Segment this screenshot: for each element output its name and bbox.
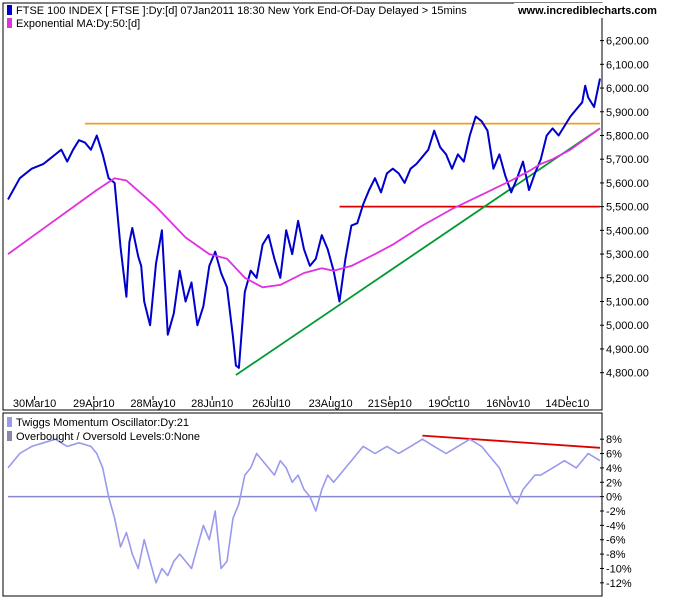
oscillator-plot-area (7, 434, 601, 584)
ema-series-line (7, 127, 601, 289)
site-watermark: www.incrediblecharts.com (517, 5, 657, 17)
oscillator-legend: Twiggs Momentum Oscillator:Dy:21 Overbou… (7, 417, 200, 443)
oscillator-y-tick-label: 4% (606, 463, 622, 475)
price-y-tick-label: 5,700.00 (606, 154, 649, 166)
price-y-tick-label: 5,500.00 (606, 202, 649, 214)
price-y-tick-label: 5,000.00 (606, 320, 649, 332)
price-y-tick-label: 4,800.00 (606, 368, 649, 380)
site-badge-bg (514, 3, 669, 18)
price-y-axis: 4,800.00 4,900.00 5,000.00 5,100.00 5,200.00… (600, 36, 649, 380)
price-x-tick-label: 28May10 (130, 398, 175, 410)
legend-ema-label: Exponential MA:Dy:50:[d] (16, 18, 140, 30)
oscillator-y-tick-label: -6% (606, 535, 626, 547)
oscillator-y-tick-label: -12% (606, 578, 632, 590)
price-x-tick-label: 26Jul10 (252, 398, 291, 410)
legend-swatch-ema (7, 18, 12, 28)
price-legend: FTSE 100 INDEX [ FTSE ]:Dy:[d] 07Jan2011… (7, 5, 467, 30)
price-y-tick-label: 5,200.00 (606, 273, 649, 285)
price-x-tick-label: 19Oct10 (428, 398, 470, 410)
price-y-tick-label: 5,300.00 (606, 249, 649, 261)
divergence-line (422, 434, 601, 449)
price-y-tick-label: 5,100.00 (606, 297, 649, 309)
price-x-tick-label: 21Sep10 (368, 398, 412, 410)
price-y-tick-label: 6,100.00 (606, 59, 649, 71)
oscillator-y-tick-label: -8% (606, 549, 626, 561)
oscillator-y-tick-label: -2% (606, 506, 626, 518)
price-y-tick-label: 6,000.00 (606, 83, 649, 95)
price-x-tick-label: 14Dec10 (545, 398, 589, 410)
oscillator-y-axis: -12% -10% -8% -6% -4% -2% 0% 2% 4% 6% 8% (600, 434, 632, 590)
price-plot-area (7, 78, 601, 376)
legend-swatch-oscillator (7, 417, 12, 427)
oscillator-y-tick-label: 2% (606, 477, 622, 489)
price-x-tick-label: 23Aug10 (309, 398, 353, 410)
legend-swatch-price (7, 5, 12, 15)
price-y-tick-label: 5,900.00 (606, 107, 649, 119)
price-series-line (7, 78, 601, 369)
price-y-tick-label: 4,900.00 (606, 344, 649, 356)
legend-oscillator-label: Twiggs Momentum Oscillator:Dy:21 (16, 417, 189, 429)
price-x-tick-label: 30Mar10 (13, 398, 56, 410)
price-x-tick-label: 28Jun10 (191, 398, 233, 410)
oscillator-y-tick-label: -4% (606, 520, 626, 532)
price-x-tick-label: 29Apr10 (73, 398, 115, 410)
trendline-line (235, 127, 601, 376)
price-x-tick-label: 16Nov10 (486, 398, 530, 410)
oscillator-y-tick-label: -10% (606, 563, 632, 575)
oscillator-y-tick-label: 6% (606, 449, 622, 461)
price-y-tick-label: 5,400.00 (606, 225, 649, 237)
legend-swatch-levels (7, 431, 12, 441)
price-y-tick-label: 5,800.00 (606, 130, 649, 142)
oscillator-series-line (7, 438, 601, 584)
oscillator-y-tick-label: 0% (606, 492, 622, 504)
legend-levels-label: Overbought / Oversold Levels:0:None (16, 431, 200, 443)
price-y-tick-label: 5,600.00 (606, 178, 649, 190)
price-y-tick-label: 6,200.00 (606, 36, 649, 48)
oscillator-panel-frame (2, 412, 603, 597)
oscillator-y-tick-label: 8% (606, 434, 622, 446)
price-x-axis: 30Mar10 29Apr10 28May10 28Jun10 26Jul10 23Aug… (13, 396, 589, 410)
legend-price-label: FTSE 100 INDEX [ FTSE ]:Dy:[d] 07Jan2011… (16, 5, 467, 17)
